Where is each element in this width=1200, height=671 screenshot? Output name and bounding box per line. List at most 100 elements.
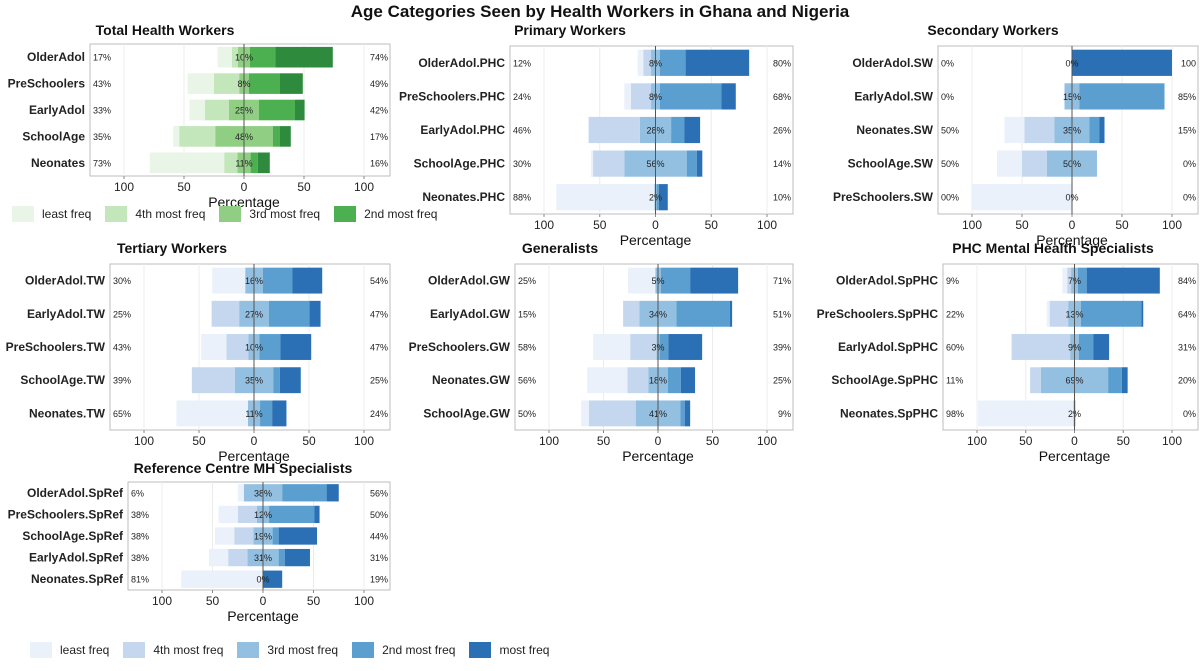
bar-segment-positive (250, 46, 276, 68)
left-percent-label: 35% (93, 132, 111, 142)
bar-segment-positive (1077, 267, 1087, 294)
bar-segment-negative-inner (226, 334, 249, 360)
row-label: SchoolAge.SpPHC (831, 373, 938, 387)
bar-segment-negative-inner (1024, 116, 1055, 144)
x-tick-label: 100 (534, 218, 554, 232)
x-tick-label: 100 (114, 180, 134, 194)
bar-segment-negative-outer (173, 126, 180, 147)
row-label: OlderAdol.TW (25, 274, 106, 288)
x-tick-label: 0 (260, 594, 267, 608)
left-percent-label: 24% (513, 92, 531, 102)
bar-segment-negative-outer (997, 150, 1022, 177)
chart-title: Reference Centre MH Specialists (134, 460, 353, 476)
x-tick-label: 50 (206, 594, 220, 608)
left-percent-label: 38% (131, 553, 149, 563)
bar-segment-negative-outer (176, 400, 248, 427)
left-percent-label: 50% (941, 159, 959, 169)
bar-segment-negative-outer (1062, 267, 1068, 294)
x-tick-label: 50 (706, 434, 720, 448)
bar-segment-positive (684, 116, 701, 144)
x-tick-label: 0 (1069, 218, 1076, 232)
bar-segment-positive (260, 400, 273, 427)
x-tick-label: 50 (1019, 434, 1033, 448)
chart-svg: Reference Centre MH Specialists 100 50 0 50 1… (8, 460, 391, 624)
x-tick-label: 0 (251, 434, 258, 448)
bar-segment-positive (1141, 300, 1144, 327)
row-label: SchoolAge.PHC (414, 157, 506, 171)
left-percent-label: 46% (513, 126, 531, 136)
bar-segment-negative-outer (556, 184, 655, 211)
bar-segment-negative-outer (218, 505, 238, 524)
row-label: SchoolAge.TW (20, 373, 105, 387)
x-tick-label: 0 (652, 218, 659, 232)
row-label: EarlyAdol.SW (854, 89, 933, 103)
row-label: OlderAdol.SpPHC (836, 274, 938, 288)
bar-segment-positive (282, 484, 327, 502)
bar-segment-positive (272, 527, 279, 545)
x-tick-label: 50 (1117, 434, 1131, 448)
x-tick-label: 50 (597, 434, 611, 448)
bar-segment-positive (729, 300, 733, 327)
row-label: Neonates.SpRef (31, 572, 124, 586)
row-label: Neonates.GW (432, 373, 511, 387)
bar-segment-negative-inner (211, 300, 240, 327)
bar-segment-positive (268, 300, 310, 327)
legend-swatch (237, 642, 260, 658)
right-percent-label: 56% (370, 488, 388, 498)
right-percent-label: 80% (773, 58, 791, 68)
left-percent-label: 65% (113, 409, 131, 419)
right-percent-label: 14% (773, 159, 791, 169)
legend-label: least freq (60, 643, 110, 657)
left-percent-label: 50% (518, 409, 536, 419)
left-percent-label: 33% (93, 106, 111, 116)
chart-svg: Tertiary Workers 100 50 0 50 100 Percentage Old… (6, 240, 391, 464)
bar-segment-positive (721, 83, 736, 110)
legend-item: 2nd most freq (334, 206, 437, 222)
legend-label: 2nd most freq (382, 643, 456, 657)
chart-title: Generalists (522, 240, 598, 256)
bar-segment-positive (685, 49, 750, 76)
panel-tertiary-workers: Tertiary Workers 100 50 0 50 100 Percentage Old… (0, 236, 395, 464)
left-percent-label: 38% (131, 532, 149, 542)
bar-segment-positive (278, 527, 318, 545)
legend-item: 4th most freq (105, 206, 205, 222)
bar-segment-positive (1079, 83, 1165, 110)
right-percent-label: 84% (1178, 276, 1196, 286)
right-percent-label: 47% (370, 309, 388, 319)
row-label: PreSchoolers (8, 77, 86, 91)
bar-segment-negative-outer (212, 267, 246, 294)
bar-segment-negative-outer (181, 570, 263, 588)
bar-segment-positive (263, 570, 283, 588)
chart-svg: Secondary Workers 100 50 0 50 100 Percentage Ol… (833, 22, 1199, 248)
x-tick-label: 50 (297, 180, 311, 194)
legend-swatch (123, 642, 146, 658)
bar-segment-negative-inner (588, 400, 636, 427)
panel-total-health-workers: Total Health Workers 100 50 0 50 100 Percentag… (0, 18, 395, 210)
bar-segment-negative-outer (1046, 300, 1050, 327)
x-tick-label: 100 (152, 594, 172, 608)
bar-segment-positive (690, 267, 739, 294)
bar-segment-positive (1078, 334, 1094, 360)
left-percent-label: 43% (113, 343, 131, 353)
bar-segment-negative-inner (205, 99, 229, 121)
bar-segment-positive (278, 548, 285, 567)
bar-segment-positive (696, 150, 703, 177)
chart-svg: Primary Workers 100 50 0 50 100 Percentage Olde… (399, 22, 794, 248)
x-tick-label: 50 (192, 434, 206, 448)
panel-reference-centre-mh: Reference Centre MH Specialists 100 50 0 50 1… (0, 456, 395, 630)
legend-item: 2nd most freq (352, 642, 455, 658)
bar-segment-negative-inner (630, 83, 652, 110)
row-label: EarlyAdol.GW (430, 307, 511, 321)
left-percent-label: 98% (946, 409, 964, 419)
right-percent-label: 54% (370, 276, 388, 286)
left-percent-label: 25% (113, 309, 131, 319)
left-percent-label: 73% (93, 158, 111, 168)
row-label: Neonates (31, 156, 85, 170)
right-percent-label: 47% (370, 343, 388, 353)
x-axis-label: Percentage (622, 448, 694, 464)
row-label: Neonates.TW (29, 406, 106, 420)
left-percent-label: 0% (941, 92, 954, 102)
bar-segment-positive (676, 300, 730, 327)
row-label: EarlyAdol.TW (27, 307, 106, 321)
